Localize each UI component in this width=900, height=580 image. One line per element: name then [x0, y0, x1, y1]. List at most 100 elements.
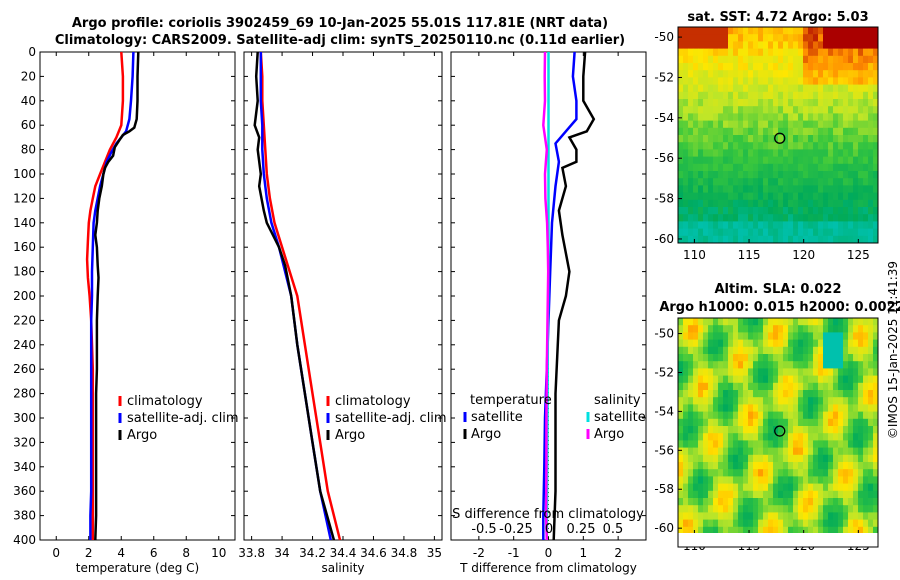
map-cell	[838, 55, 844, 64]
map-cell	[738, 221, 744, 229]
map-cell	[738, 120, 744, 129]
map-cell	[773, 361, 779, 369]
map-cell	[868, 462, 874, 470]
map-cell	[793, 519, 799, 528]
map-cell	[838, 462, 844, 470]
map-cell	[678, 397, 684, 405]
map-cell	[863, 325, 869, 333]
map-cell	[828, 221, 834, 229]
map-cell	[848, 433, 854, 441]
map-cell	[793, 228, 799, 237]
map-cell	[783, 63, 789, 71]
map-cell	[723, 228, 729, 237]
map-cell	[803, 426, 809, 434]
map-cell	[678, 113, 684, 121]
map-cell	[678, 214, 684, 222]
map-cell	[838, 361, 844, 369]
map-cell	[823, 354, 829, 362]
map-cell	[743, 505, 749, 513]
map-cell	[848, 462, 854, 470]
map-cell	[698, 433, 704, 441]
map-cell	[828, 192, 834, 201]
map-cell	[808, 375, 814, 384]
map-cell	[718, 440, 724, 448]
title-line-2: Climatology: CARS2009. Satellite-adj cli…	[54, 33, 626, 48]
map-cell	[768, 235, 774, 244]
map-cell	[823, 361, 829, 369]
map-cell	[783, 163, 789, 172]
legend-title-temperature: temperature	[470, 393, 552, 408]
map-cell	[823, 55, 829, 64]
map-cell	[808, 27, 814, 35]
map-cell	[693, 113, 699, 121]
map-cell	[853, 41, 859, 49]
x-tick-label: 8	[182, 546, 190, 560]
map-cell	[803, 185, 809, 193]
map-cell	[728, 433, 734, 441]
map-cell	[703, 178, 709, 186]
map-cell	[793, 185, 799, 193]
map-cell	[843, 113, 849, 121]
map-cell	[758, 390, 764, 398]
map-cell	[868, 84, 874, 93]
map-cell	[763, 418, 769, 427]
map-cell	[773, 41, 779, 49]
map-cell	[718, 505, 724, 513]
map-cell	[813, 70, 819, 78]
map-cell	[713, 498, 719, 506]
map-cell	[693, 519, 699, 528]
map-cell	[818, 221, 824, 229]
map-cell	[693, 368, 699, 376]
map-cell	[873, 192, 879, 201]
map-cell	[723, 440, 729, 448]
map-cell	[723, 404, 729, 412]
lat-tick-label: -54	[654, 111, 674, 125]
map-cell	[768, 228, 774, 237]
map-cell	[803, 397, 809, 405]
map-cell	[773, 454, 779, 463]
map-cell	[778, 192, 784, 201]
map-cell	[683, 48, 689, 57]
map-cell	[858, 505, 864, 513]
map-cell	[843, 84, 849, 93]
map-cell	[738, 207, 744, 215]
map-cell	[793, 171, 799, 179]
map-cell	[788, 526, 794, 535]
map-cell	[833, 178, 839, 186]
map-cell	[703, 185, 709, 193]
map-cell	[818, 490, 824, 499]
map-cell	[743, 207, 749, 215]
map-cell	[868, 512, 874, 520]
map-cell	[873, 70, 879, 78]
map-cell	[808, 339, 814, 348]
map-cell	[838, 91, 844, 100]
map-cell	[813, 192, 819, 201]
map-cell	[853, 498, 859, 506]
map-cell	[758, 476, 764, 484]
map-cell	[753, 149, 759, 157]
lat-tick-label: -56	[654, 443, 674, 457]
map-cell	[688, 332, 694, 340]
map-cell	[753, 34, 759, 42]
map-cell	[733, 171, 739, 179]
map-cell	[833, 469, 839, 477]
map-cell	[718, 454, 724, 463]
map-cell	[833, 462, 839, 470]
map-cell	[768, 106, 774, 114]
map-cell	[763, 34, 769, 42]
map-cell	[688, 418, 694, 427]
map-cell	[808, 120, 814, 129]
map-cell	[688, 462, 694, 470]
map-cell	[833, 156, 839, 165]
map-cell	[708, 178, 714, 186]
map-cell	[723, 318, 729, 326]
map-cell	[708, 27, 714, 35]
map-cell	[838, 375, 844, 384]
map-cell	[843, 526, 849, 535]
map-cell	[733, 135, 739, 143]
map-cell	[808, 382, 814, 391]
map-cell	[683, 339, 689, 348]
map-cell	[768, 77, 774, 85]
map-cell	[778, 91, 784, 100]
map-cell	[808, 113, 814, 121]
